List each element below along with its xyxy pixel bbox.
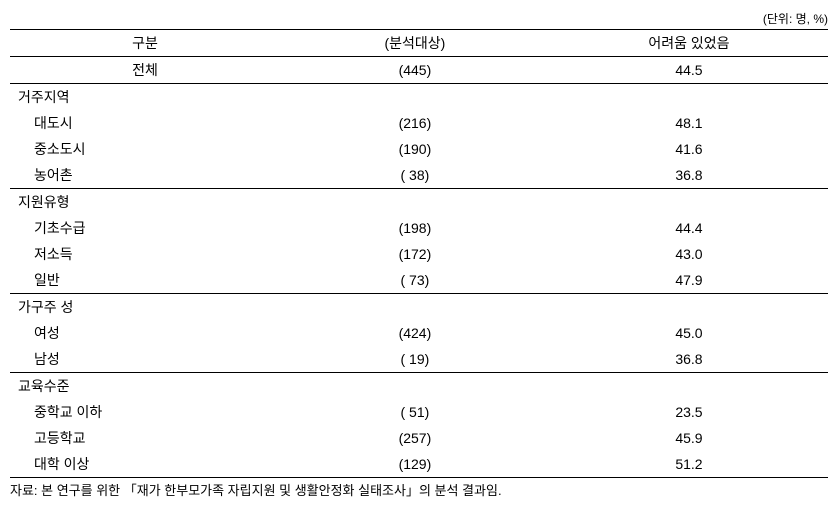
row-count: (129) bbox=[280, 451, 550, 478]
row-label: 농어촌 bbox=[10, 162, 280, 189]
row-value: 51.2 bbox=[550, 451, 828, 478]
row-count: (424) bbox=[280, 320, 550, 346]
row-value: 41.6 bbox=[550, 136, 828, 162]
column-header-value: 어려움 있었음 bbox=[550, 30, 828, 57]
row-label: 대학 이상 bbox=[10, 451, 280, 478]
row-value: 44.4 bbox=[550, 215, 828, 241]
row-count: (198) bbox=[280, 215, 550, 241]
row-count: (190) bbox=[280, 136, 550, 162]
row-label: 대도시 bbox=[10, 110, 280, 136]
row-count: ( 51) bbox=[280, 399, 550, 425]
row-label: 여성 bbox=[10, 320, 280, 346]
total-value: 44.5 bbox=[550, 57, 828, 84]
total-count: (445) bbox=[280, 57, 550, 84]
row-label: 중소도시 bbox=[10, 136, 280, 162]
row-label: 저소득 bbox=[10, 241, 280, 267]
data-table: 구분 (분석대상) 어려움 있었음 전체 (445) 44.5 거주지역대도시(… bbox=[10, 29, 828, 478]
row-label: 남성 bbox=[10, 346, 280, 373]
row-count: ( 73) bbox=[280, 267, 550, 294]
section-header-row: 지원유형 bbox=[10, 189, 828, 216]
row-label: 기초수급 bbox=[10, 215, 280, 241]
section-title: 거주지역 bbox=[10, 84, 828, 111]
row-count: (216) bbox=[280, 110, 550, 136]
total-row: 전체 (445) 44.5 bbox=[10, 57, 828, 84]
table-row: 여성(424)45.0 bbox=[10, 320, 828, 346]
row-value: 36.8 bbox=[550, 162, 828, 189]
section-title: 지원유형 bbox=[10, 189, 828, 216]
section-title: 교육수준 bbox=[10, 373, 828, 400]
section-header-row: 거주지역 bbox=[10, 84, 828, 111]
table-row: 남성( 19)36.8 bbox=[10, 346, 828, 373]
row-value: 23.5 bbox=[550, 399, 828, 425]
table-row: 중학교 이하( 51)23.5 bbox=[10, 399, 828, 425]
table-row: 저소득(172)43.0 bbox=[10, 241, 828, 267]
row-count: ( 38) bbox=[280, 162, 550, 189]
row-count: (172) bbox=[280, 241, 550, 267]
row-label: 중학교 이하 bbox=[10, 399, 280, 425]
table-row: 기초수급(198)44.4 bbox=[10, 215, 828, 241]
unit-label: (단위: 명, %) bbox=[10, 10, 828, 27]
row-label: 고등학교 bbox=[10, 425, 280, 451]
table-row: 대도시(216)48.1 bbox=[10, 110, 828, 136]
table-row: 대학 이상(129)51.2 bbox=[10, 451, 828, 478]
row-value: 36.8 bbox=[550, 346, 828, 373]
section-header-row: 가구주 성 bbox=[10, 294, 828, 321]
column-header-count: (분석대상) bbox=[280, 30, 550, 57]
table-row: 농어촌( 38)36.8 bbox=[10, 162, 828, 189]
table-header-row: 구분 (분석대상) 어려움 있었음 bbox=[10, 30, 828, 57]
row-count: (257) bbox=[280, 425, 550, 451]
row-value: 48.1 bbox=[550, 110, 828, 136]
row-label: 일반 bbox=[10, 267, 280, 294]
table-row: 중소도시(190)41.6 bbox=[10, 136, 828, 162]
row-value: 43.0 bbox=[550, 241, 828, 267]
table-body: 전체 (445) 44.5 거주지역대도시(216)48.1중소도시(190)4… bbox=[10, 57, 828, 478]
row-value: 47.9 bbox=[550, 267, 828, 294]
total-label: 전체 bbox=[10, 57, 280, 84]
section-header-row: 교육수준 bbox=[10, 373, 828, 400]
row-count: ( 19) bbox=[280, 346, 550, 373]
table-row: 고등학교(257)45.9 bbox=[10, 425, 828, 451]
row-value: 45.9 bbox=[550, 425, 828, 451]
column-header-category: 구분 bbox=[10, 30, 280, 57]
section-title: 가구주 성 bbox=[10, 294, 828, 321]
table-row: 일반( 73)47.9 bbox=[10, 267, 828, 294]
footnote: 자료: 본 연구를 위한 「재가 한부모가족 자립지원 및 생활안정화 실태조사… bbox=[10, 480, 828, 499]
row-value: 45.0 bbox=[550, 320, 828, 346]
